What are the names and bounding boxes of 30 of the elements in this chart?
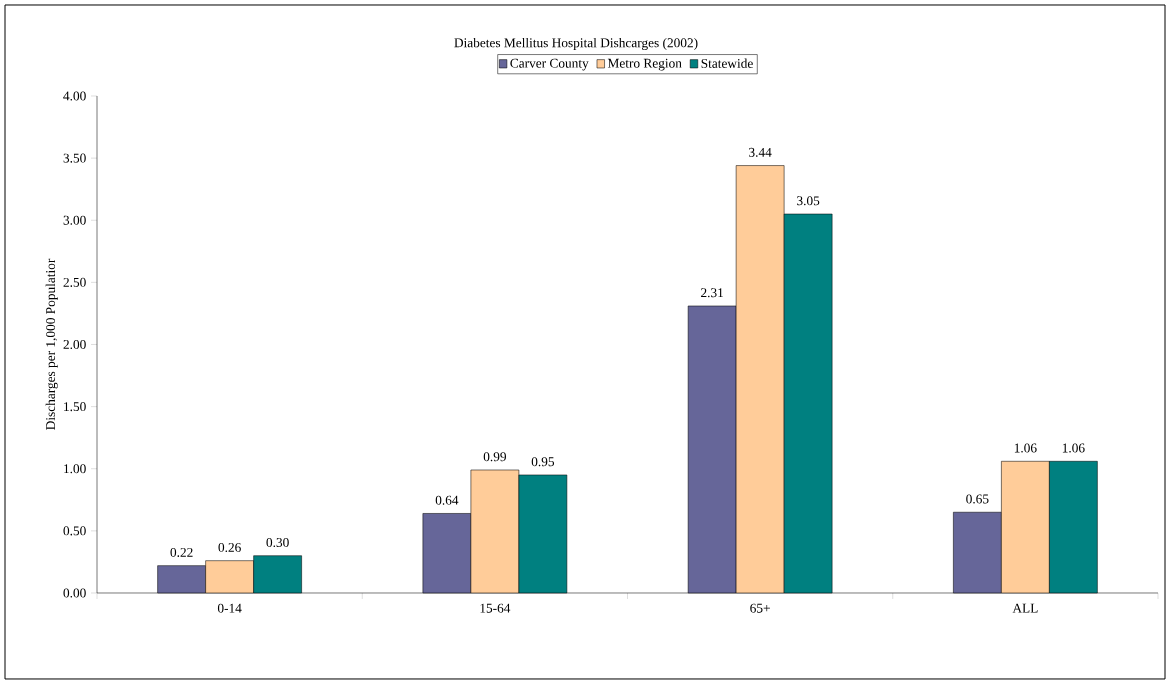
data-label: 3.05 [797, 196, 820, 206]
data-label: 0.65 [966, 494, 989, 504]
x-tick-label: 15-64 [480, 603, 511, 613]
data-label: 1.06 [1014, 443, 1037, 453]
x-tick-label: ALL [1012, 603, 1038, 613]
data-label: 2.31 [701, 288, 723, 298]
data-label: 3.44 [749, 147, 772, 157]
data-label: 0.64 [435, 495, 459, 505]
x-tick-label: 0-14 [217, 603, 242, 613]
legend-label: Metro Region [607, 58, 682, 71]
data-label: 1.06 [1062, 443, 1085, 453]
y-tick-label: 2.00 [63, 339, 86, 350]
y-tick-label: 3.00 [63, 215, 86, 225]
legend-label: Carver County [510, 58, 589, 71]
y-axis-title: Discharges per 1,000 Populatior [45, 258, 58, 430]
y-tick-label: 1.50 [64, 402, 86, 412]
chart-title: Diabetes Mellitus Hospital Dishcarges (2002) [454, 37, 698, 51]
y-tick-label: 3.50 [63, 153, 86, 163]
data-label: 0.95 [531, 457, 555, 467]
data-label: 0.26 [218, 542, 241, 552]
y-tick-label: 4.00 [63, 91, 86, 101]
y-tick-label: 1.00 [64, 464, 86, 474]
data-label: 0.99 [483, 452, 507, 462]
y-tick-label: 2.50 [63, 277, 86, 287]
x-tick-label: 65+ [750, 603, 770, 613]
data-label: 0.22 [170, 547, 193, 557]
y-tick-label: 0.00 [63, 588, 86, 598]
data-label: 0.30 [266, 537, 289, 547]
y-tick-label: 0.50 [63, 526, 86, 536]
legend-label: Statewide [701, 58, 753, 68]
